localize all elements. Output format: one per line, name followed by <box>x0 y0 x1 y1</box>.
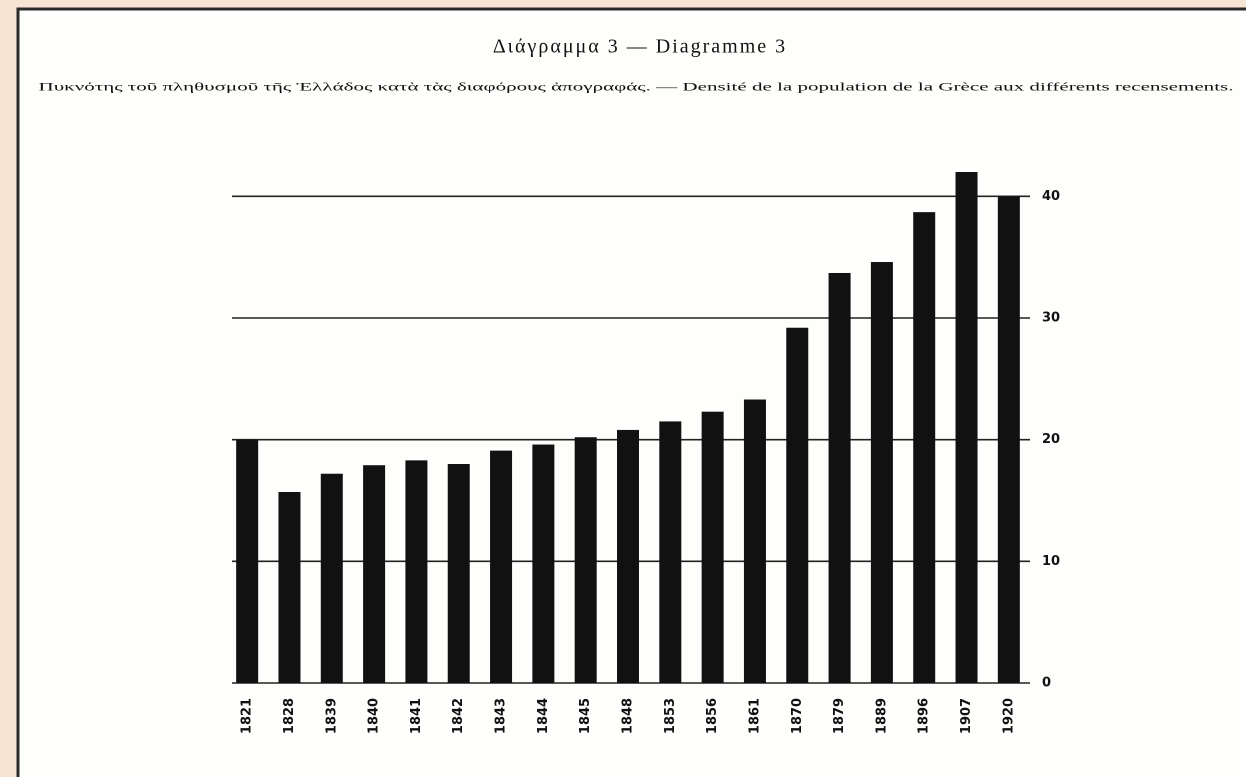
x-tick-label: 1861 <box>747 698 762 734</box>
x-tick-label: 1856 <box>705 698 720 734</box>
bar <box>870 262 893 683</box>
bar <box>955 172 978 683</box>
x-tick-label: 1844 <box>536 698 551 734</box>
x-tick-label: 1870 <box>790 698 805 734</box>
x-tick-label: 1842 <box>451 698 466 734</box>
bar <box>405 460 428 683</box>
x-tick-label: 1879 <box>832 698 847 734</box>
bar <box>828 272 851 683</box>
x-tick-label: 1841 <box>409 698 424 734</box>
y-tick-label: 30 <box>1042 311 1060 326</box>
bar <box>659 421 682 683</box>
bar <box>320 473 343 683</box>
bar <box>701 411 724 683</box>
y-tick-label: 10 <box>1042 554 1060 569</box>
bar <box>447 464 470 683</box>
bar <box>616 429 640 683</box>
x-tick-label: 1845 <box>578 698 593 734</box>
x-tick-label: 1821 <box>240 698 255 734</box>
x-tick-label: 1828 <box>282 698 297 734</box>
x-tick-label: 1848 <box>621 698 636 734</box>
bar <box>913 212 936 683</box>
bar <box>743 399 766 683</box>
x-tick-label: 1907 <box>959 698 974 734</box>
x-tick-label: 1843 <box>494 698 509 734</box>
x-tick-label: 1839 <box>324 698 339 734</box>
bar <box>490 450 513 683</box>
bar <box>574 437 597 683</box>
bar <box>997 196 1020 684</box>
x-tick-label: 1853 <box>663 698 678 734</box>
y-tick-label: 0 <box>1042 676 1051 691</box>
chart-title: Διάγραμμα 3 — Diagramme 3 <box>493 36 787 58</box>
y-tick-label: 20 <box>1042 432 1060 447</box>
x-tick-label: 1840 <box>367 698 382 734</box>
chart-subtitle: Πυκνότης τοῦ πληθυσμοῦ τῆς Ἑλλάδος κατὰ … <box>39 82 1234 94</box>
bar <box>278 491 301 683</box>
x-tick-label: 1896 <box>917 698 932 734</box>
bar <box>786 327 809 683</box>
bar <box>532 444 555 683</box>
bar <box>236 439 259 683</box>
x-tick-label: 1920 <box>1001 698 1016 734</box>
x-tick-label: 1889 <box>874 698 889 734</box>
y-tick-label: 40 <box>1042 189 1060 204</box>
bar <box>363 465 386 683</box>
